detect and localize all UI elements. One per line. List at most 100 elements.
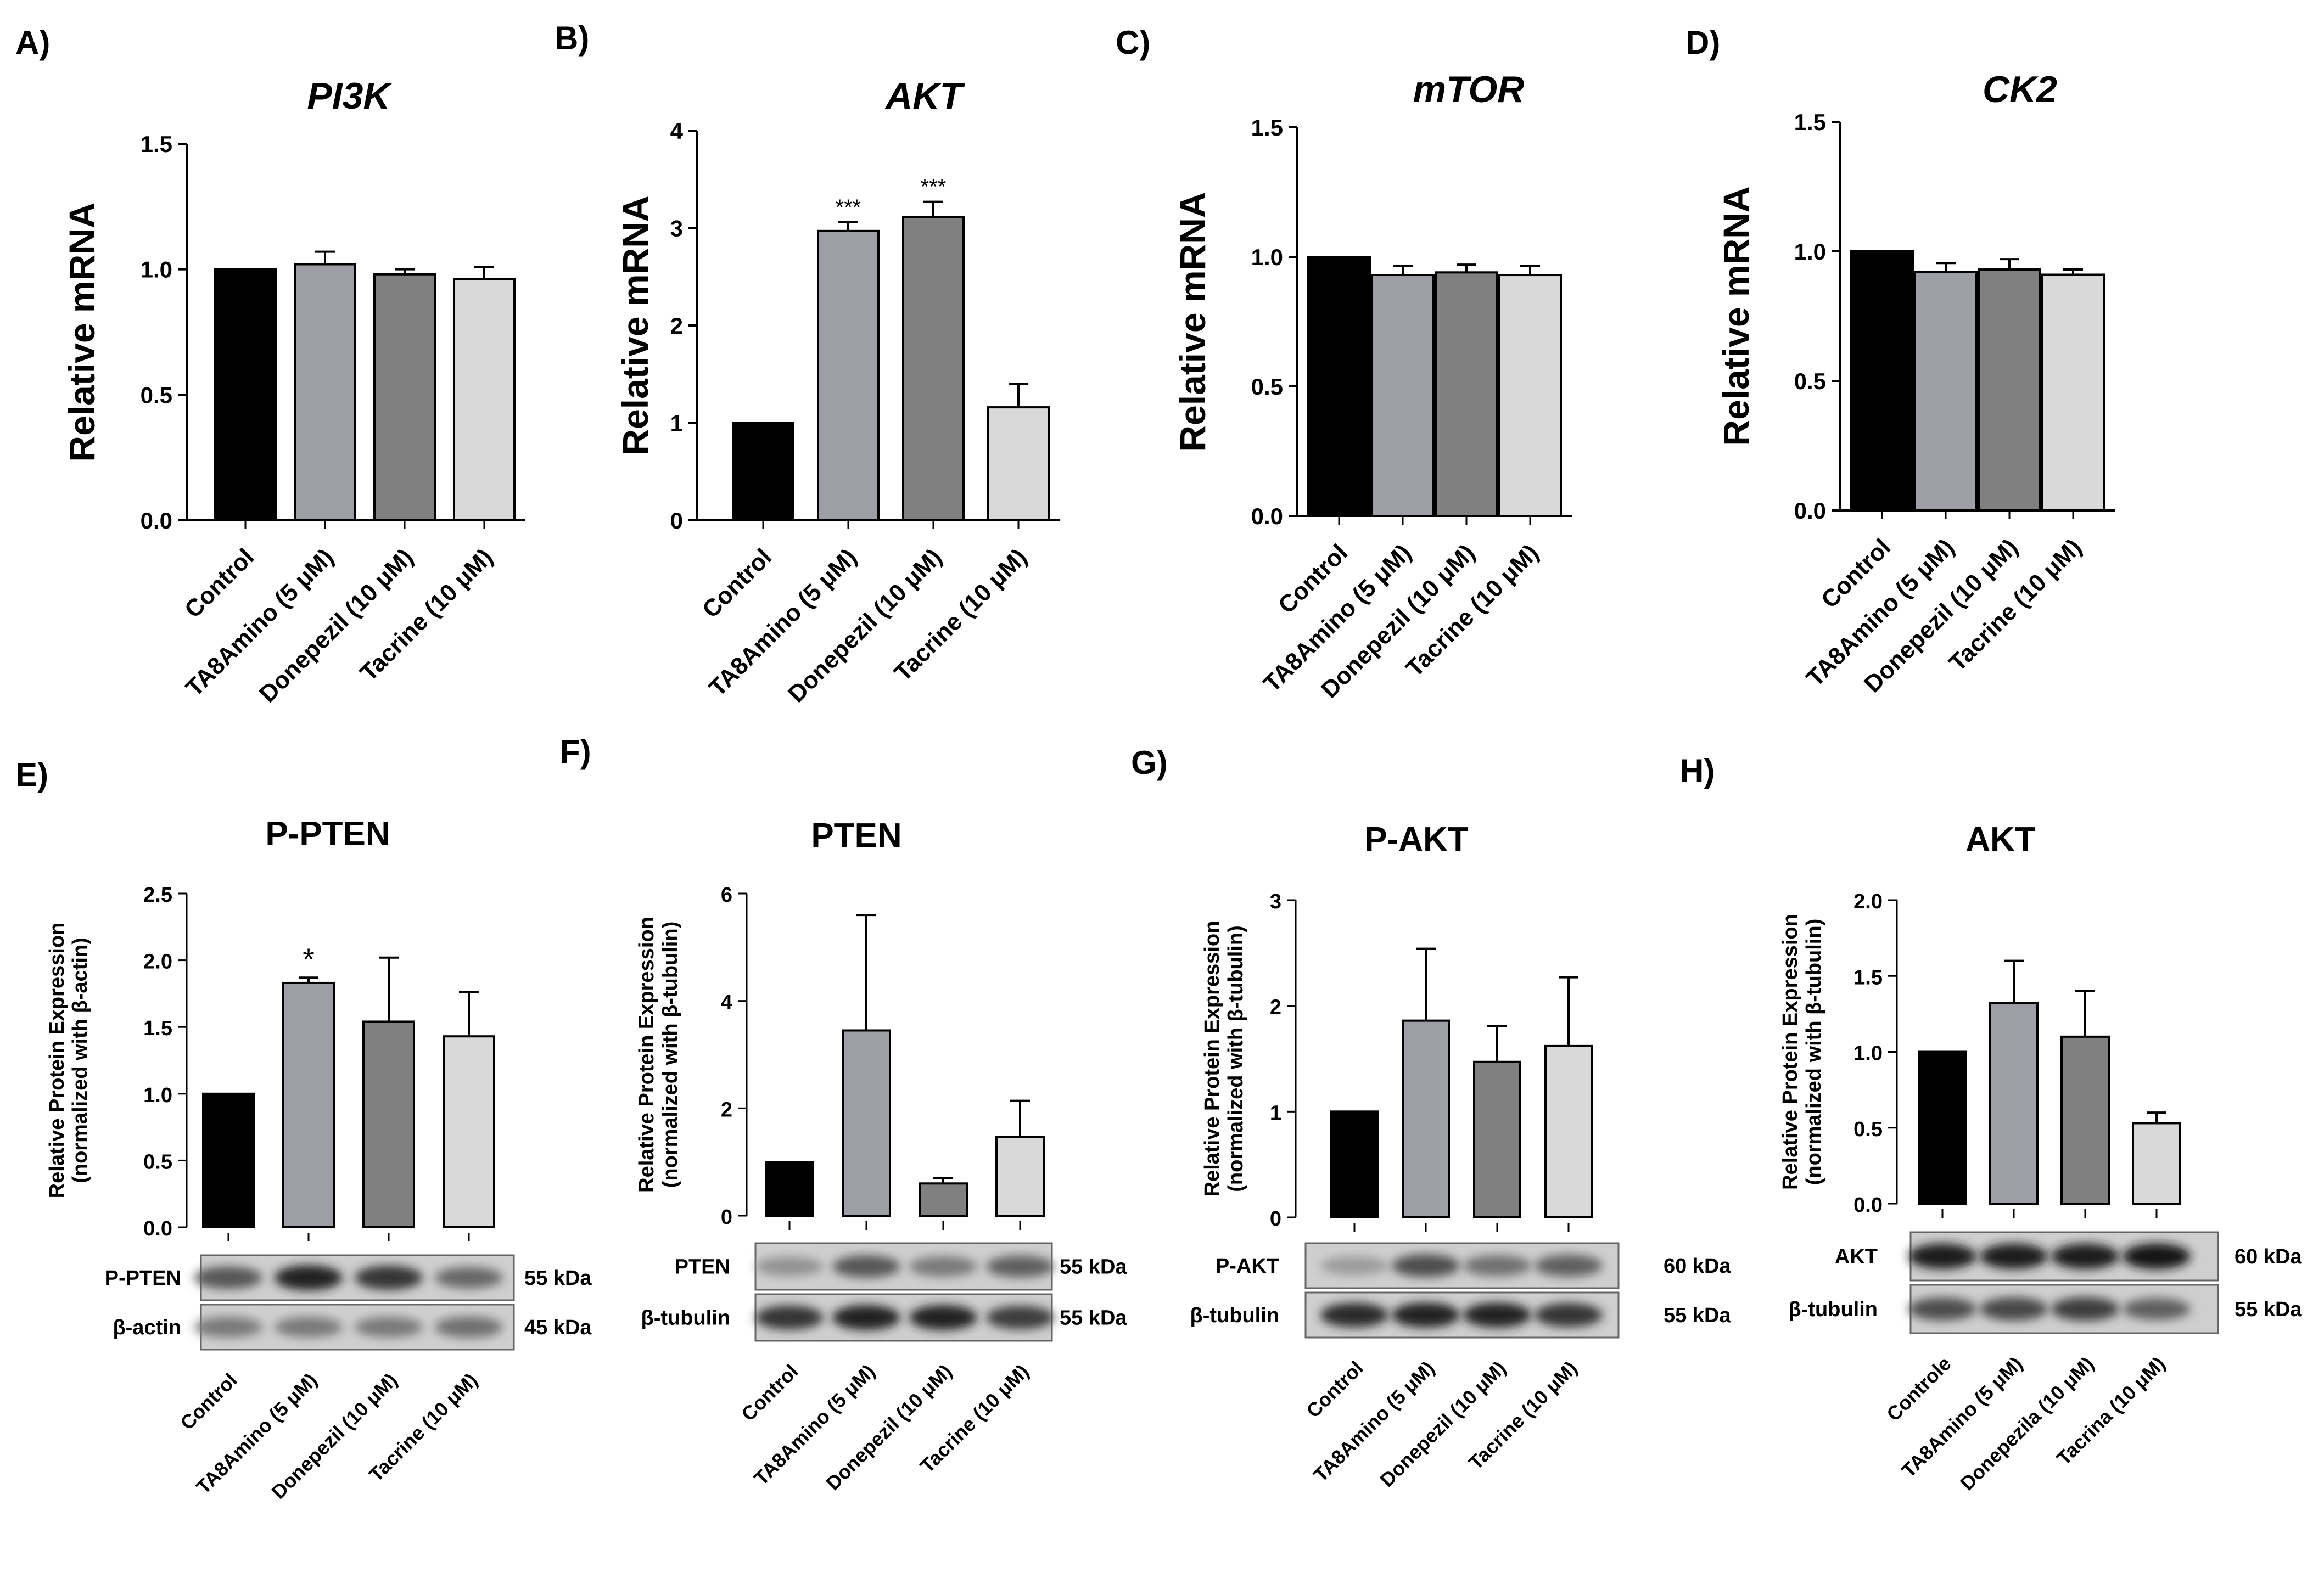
chart-title: AKT [884, 75, 965, 117]
y-tick-label: 1.5 [1853, 966, 1883, 989]
y-tick-label: 2.0 [143, 951, 172, 974]
bar [995, 1136, 1045, 1217]
y-tick-label: 1.0 [1853, 1042, 1883, 1065]
y-axis-label-line2: (normalized with β-actin) [69, 937, 92, 1183]
blot-band [194, 1266, 262, 1289]
bar [2041, 273, 2105, 512]
x-tick-label: Donepezil (10 μM) [254, 543, 418, 707]
bar [765, 1161, 814, 1217]
significance-marker: *** [921, 175, 947, 199]
y-tick-label: 2.0 [1853, 890, 1883, 913]
bar [1544, 1044, 1593, 1218]
x-tick-label: Donepezila (10 μM) [1956, 1352, 2098, 1495]
panel-label: B) [555, 20, 589, 57]
panel-label: H) [1680, 752, 1715, 789]
chart-title: AKT [1965, 821, 2036, 858]
panel-g: G) P-AKT 0 1 2 3 Relative Protein Expression (n… [1131, 744, 1731, 1491]
panel-e: E) P-PTEN 0.0 0.5 1.0 1.5 2.0 2.5 Relative Prote… [15, 756, 592, 1503]
bar [294, 263, 356, 521]
blot-band [194, 1317, 262, 1338]
bar [987, 406, 1050, 521]
blot-band [755, 1256, 824, 1277]
panel-label: E) [15, 756, 48, 793]
y-tick-label: 0 [1270, 1207, 1281, 1231]
y-axis-label: Relative Protein Expression [1201, 921, 1224, 1197]
y-axis-label-line2: (normalized with β-tubulin) [659, 922, 682, 1188]
y-tick-label: 1.0 [141, 257, 172, 283]
bar [1307, 256, 1371, 517]
blot-band [2051, 1243, 2119, 1269]
blot-band [1908, 1243, 1976, 1269]
x-tick-label: Controle [1882, 1352, 1956, 1426]
y-axis-label: Relative Protein Expression [1779, 914, 1802, 1190]
bar [443, 1035, 495, 1228]
panel-b: B) AKT 0 1 2 3 4 Relative mRNA *** *** ControlTA8A… [555, 20, 1060, 708]
y-tick-label: 2 [1270, 996, 1281, 1019]
significance-marker: * [303, 942, 315, 976]
y-tick-label: 4 [670, 118, 684, 144]
blot-band [1320, 1302, 1388, 1328]
y-tick-label: 0.0 [1251, 503, 1283, 529]
x-tick-label: Control [180, 543, 259, 623]
x-tick-label: Donepezil (10 μM) [1375, 1357, 1510, 1491]
y-tick-label: 1 [1270, 1102, 1281, 1125]
blot-label: P-PTEN [105, 1267, 181, 1290]
panel-label: G) [1131, 744, 1168, 781]
blot-label: PTEN [675, 1256, 730, 1279]
x-tick-label: TA8Amino (5 μM) [181, 543, 339, 701]
chart-title: CK2 [1983, 69, 2057, 110]
y-axis-label: Relative mRNA [1172, 192, 1213, 451]
x-tick-label: TA8Amino (5 μM) [1897, 1352, 2026, 1482]
bar [1473, 1060, 1521, 1219]
blot-kda: 55 kDa [2235, 1298, 2302, 1321]
blot-label: β-tubulin [641, 1307, 730, 1330]
bar [1330, 1110, 1379, 1219]
y-axis-label: Relative Protein Expression [635, 917, 658, 1193]
significance-marker: *** [836, 195, 861, 220]
bar [1402, 1019, 1450, 1218]
blot-band [832, 1305, 900, 1330]
panel-label: F) [560, 733, 591, 770]
bar [842, 1029, 891, 1217]
blot-band [832, 1255, 900, 1278]
y-tick-label: 1.5 [1794, 109, 1826, 135]
blot-band [1392, 1254, 1460, 1277]
bar [1914, 271, 1978, 512]
blot-kda: 55 kDa [1664, 1304, 1731, 1327]
bar [214, 268, 277, 521]
blot-label: β-tubulin [1190, 1304, 1279, 1327]
bar [2132, 1122, 2181, 1205]
bar [902, 216, 965, 522]
bar [453, 278, 516, 521]
panel-label: D) [1685, 24, 1720, 61]
y-tick-label: 0.5 [1794, 368, 1826, 394]
blot-band [2123, 1298, 2191, 1320]
blot-band [1463, 1255, 1531, 1277]
chart-title: PTEN [811, 817, 901, 855]
bar [919, 1182, 968, 1217]
y-tick-label: 4 [721, 991, 732, 1014]
y-tick-label: 1.0 [1251, 244, 1283, 270]
blot-band [1320, 1256, 1388, 1276]
blot-band [986, 1305, 1054, 1330]
chart-title: P-AKT [1364, 821, 1469, 858]
y-tick-label: 1.5 [141, 131, 172, 157]
bar [817, 229, 880, 521]
bar [1371, 274, 1435, 517]
y-tick-label: 2 [721, 1098, 732, 1121]
bar [202, 1092, 255, 1229]
y-tick-label: 1 [670, 411, 683, 436]
y-axis-label-line2: (normalized with β-tubulin) [1224, 925, 1247, 1192]
chart-title: PI3K [307, 75, 393, 117]
y-tick-label: 0.5 [141, 382, 172, 408]
blot-label: β-tubulin [1789, 1298, 1878, 1321]
y-tick-label: 1.5 [1251, 115, 1283, 141]
y-tick-label: 1.5 [143, 1017, 172, 1040]
bar [1435, 271, 1498, 517]
y-tick-label: 1.0 [1794, 239, 1826, 265]
blot-band [2123, 1243, 2191, 1269]
y-axis-label: Relative mRNA [61, 202, 102, 462]
